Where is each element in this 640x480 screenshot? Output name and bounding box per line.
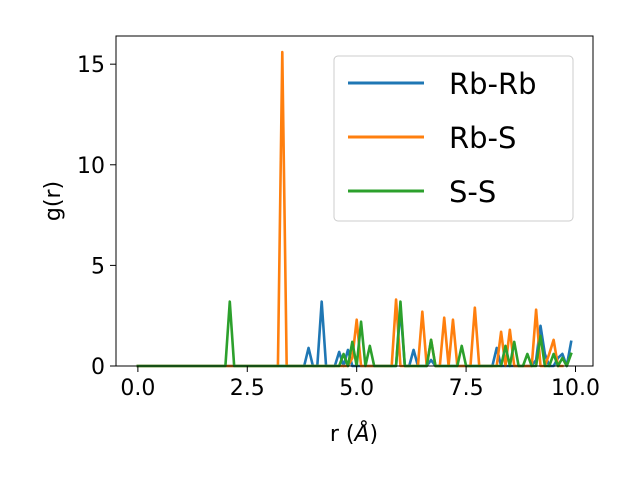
y-tick-label: 10	[77, 154, 105, 179]
x-tick-label: 2.5	[230, 376, 265, 401]
legend-label-1: Rb-S	[449, 121, 516, 155]
y-tick-label: 0	[91, 355, 105, 380]
x-tick-label: 0.0	[120, 376, 155, 401]
x-axis: 0.0 2.5 5.0 7.5 10.0	[120, 366, 600, 401]
legend-label-2: S-S	[449, 175, 496, 209]
y-axis: 0 5 10 15	[77, 53, 116, 380]
y-tick-label: 5	[91, 254, 105, 279]
x-tick-label: 10.0	[551, 376, 600, 401]
x-axis-label: r (Å)	[330, 420, 378, 447]
legend-box	[333, 55, 574, 222]
x-tick-label: 5.0	[339, 376, 374, 401]
legend: Rb-Rb Rb-S S-S	[333, 55, 574, 222]
legend-label-0: Rb-Rb	[449, 67, 537, 101]
y-tick-label: 15	[77, 53, 105, 78]
y-axis-label: g(r)	[41, 181, 66, 221]
plot-frame	[115, 35, 594, 367]
x-tick-label: 7.5	[449, 376, 484, 401]
